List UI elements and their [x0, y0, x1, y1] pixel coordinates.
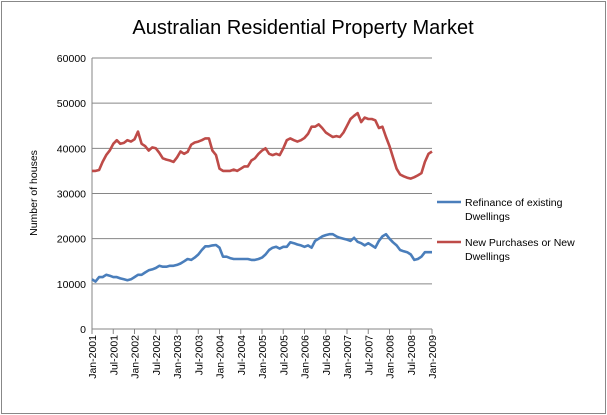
x-tick-label: Jan-2006 — [300, 335, 312, 379]
y-tick-label: 60000 — [57, 53, 86, 65]
y-axis-label: Number of houses — [28, 150, 40, 236]
x-tick-label: Jan-2008 — [385, 335, 397, 379]
x-tick-label: Jan-2001 — [87, 335, 99, 379]
x-tick-label: Jul-2006 — [321, 335, 333, 375]
y-tick-label: 50000 — [57, 98, 86, 110]
x-tick-label: Jan-2003 — [172, 335, 184, 379]
x-tick-label: Jul-2004 — [236, 335, 248, 375]
x-tick-label: Jan-2005 — [257, 335, 269, 379]
x-tick-label: Jul-2003 — [193, 335, 205, 375]
x-tick-label: Jul-2007 — [363, 335, 375, 375]
x-tick-label: Jan-2002 — [130, 335, 142, 379]
x-tick-label: Jan-2009 — [427, 335, 439, 379]
y-tick-label: 40000 — [57, 143, 86, 155]
x-tick-label: Jul-2008 — [406, 335, 418, 375]
x-tick-label: Jul-2002 — [151, 335, 163, 375]
chart-title: Australian Residential Property Market — [132, 17, 474, 39]
legend-label: New Purchases or New Dwellings — [465, 237, 575, 263]
series-line-new-purchases — [92, 111, 433, 180]
y-tick-label: 20000 — [57, 234, 86, 246]
y-tick-label: 10000 — [57, 279, 86, 291]
series-line-refinance — [91, 232, 432, 283]
x-tick-label: Jan-2004 — [215, 335, 227, 379]
x-tick-label: Jul-2005 — [278, 335, 290, 375]
x-tick-label: Jul-2001 — [108, 335, 120, 375]
y-tick-label: 30000 — [57, 189, 86, 201]
x-tick-label: Jan-2007 — [342, 335, 354, 379]
y-tick-label: 0 — [80, 324, 86, 336]
legend-label: Refinance of existing Dwellings — [465, 197, 563, 223]
